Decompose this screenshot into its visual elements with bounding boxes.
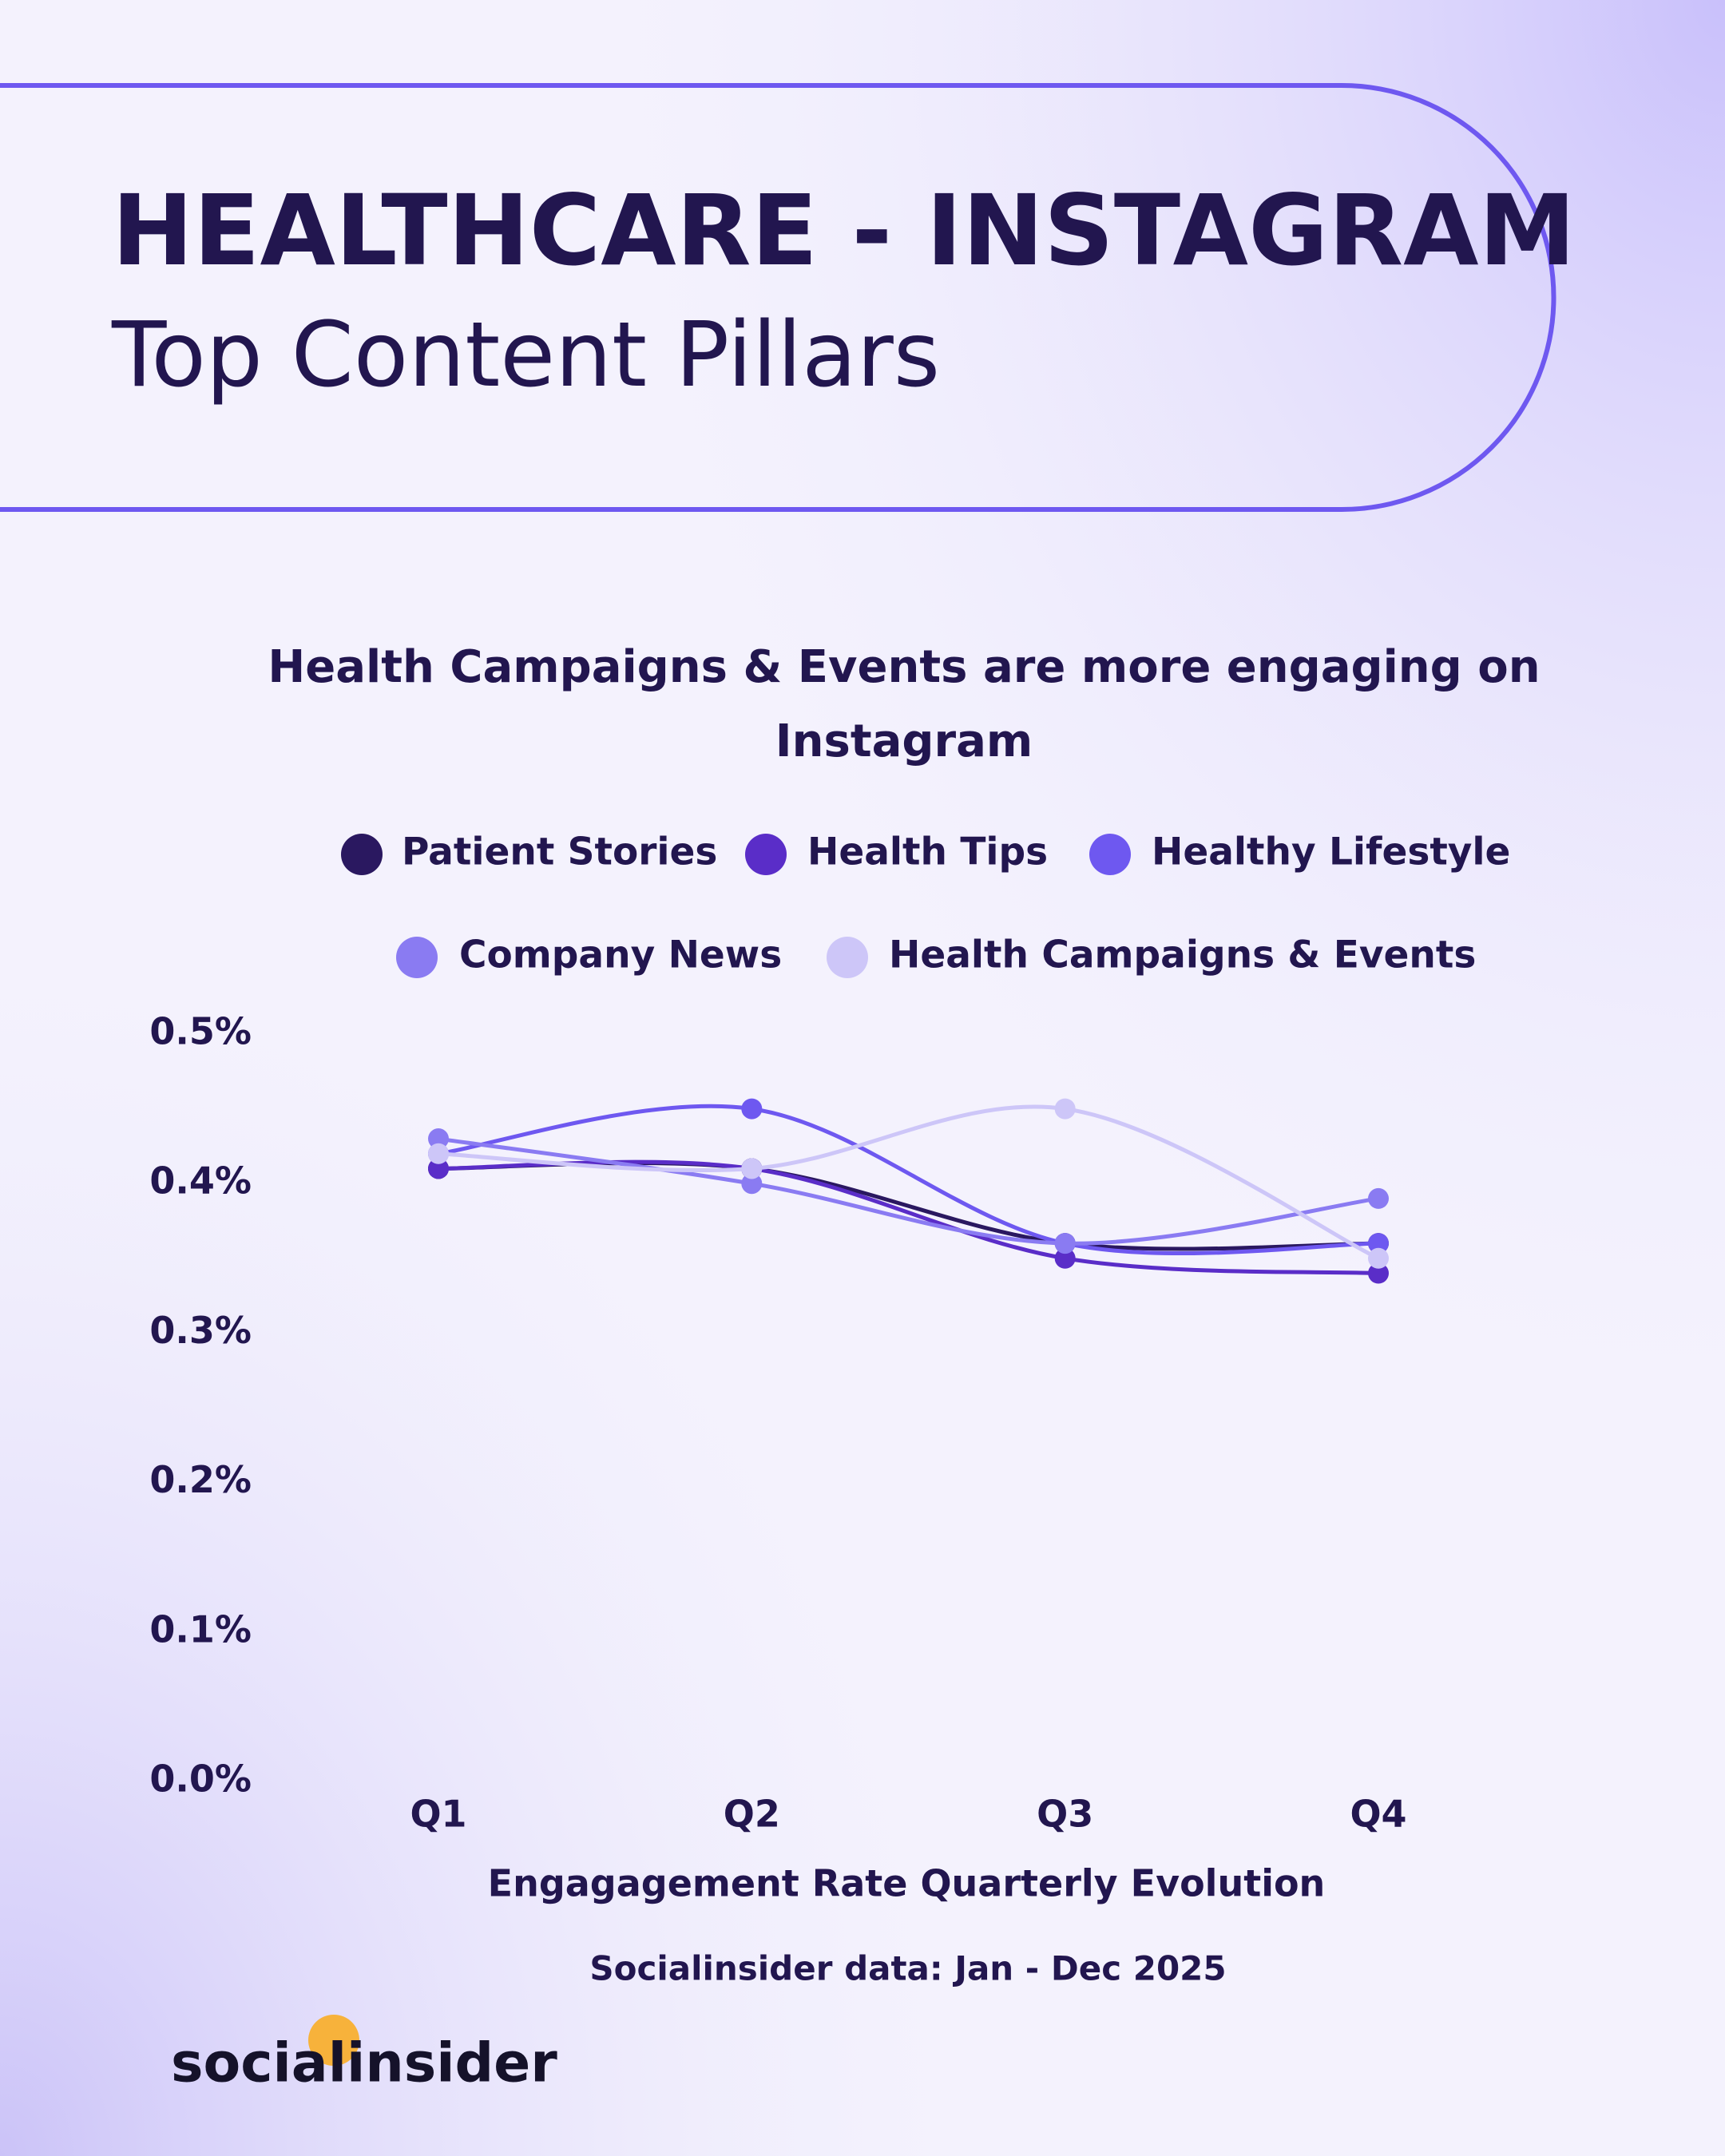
legend-label: Health Campaigns & Events: [889, 933, 1476, 977]
x-tick-label: Q2: [724, 1793, 780, 1836]
legend-label: Patient Stories: [402, 830, 717, 874]
legend-label: Company News: [459, 933, 782, 977]
legend-label: Healthy Lifestyle: [1152, 830, 1510, 874]
legend-marker: [827, 937, 868, 978]
header-subtitle: Top Content Pillars: [111, 303, 940, 407]
data-point: [1054, 1233, 1076, 1254]
data-point: [1054, 1247, 1076, 1269]
legend-marker: [1089, 834, 1131, 875]
series-line: [438, 1104, 1379, 1256]
data-point: [741, 1158, 763, 1179]
data-point: [428, 1128, 449, 1150]
header-frame: [0, 83, 1556, 512]
x-axis-title: Engagagement Rate Quarterly Evolution: [488, 1862, 1326, 1905]
series-line: [438, 1104, 1380, 1261]
data-point: [1368, 1233, 1389, 1254]
y-tick-label: 0.1%: [149, 1607, 252, 1651]
source: Socialinsider data: Jan - Dec 2025: [589, 1949, 1226, 1988]
legend-marker: [341, 834, 383, 875]
legend-marker: [745, 834, 787, 875]
logo: socialinsider: [171, 2032, 557, 2095]
x-tick-label: Q4: [1350, 1793, 1406, 1836]
legend-label: Health Tips: [807, 830, 1048, 874]
data-point: [741, 1098, 763, 1120]
y-tick-label: 0.3%: [149, 1309, 252, 1352]
chart-title: Health Campaigns & Events are more engag…: [268, 641, 1540, 693]
x-tick-label: Q1: [410, 1793, 466, 1836]
y-tick-label: 0.4%: [149, 1159, 252, 1203]
header-title: HEALTHCARE - INSTAGRAM: [112, 174, 1576, 287]
chart-title: Instagram: [775, 715, 1033, 767]
x-tick-label: Q3: [1037, 1793, 1093, 1836]
data-point: [1368, 1262, 1389, 1284]
logo-icon: [308, 2015, 359, 2066]
series-line: [438, 1159, 1379, 1276]
data-point: [428, 1143, 449, 1164]
y-tick-label: 0.5%: [149, 1010, 252, 1053]
series-line: [438, 1136, 1379, 1246]
data-point: [1054, 1098, 1076, 1120]
data-point: [1368, 1247, 1389, 1269]
y-tick-label: 0.2%: [149, 1458, 252, 1501]
data-point: [741, 1173, 763, 1195]
data-point: [1368, 1187, 1389, 1209]
data-point: [428, 1158, 449, 1179]
y-tick-label: 0.0%: [149, 1758, 252, 1801]
legend-marker: [396, 937, 438, 978]
